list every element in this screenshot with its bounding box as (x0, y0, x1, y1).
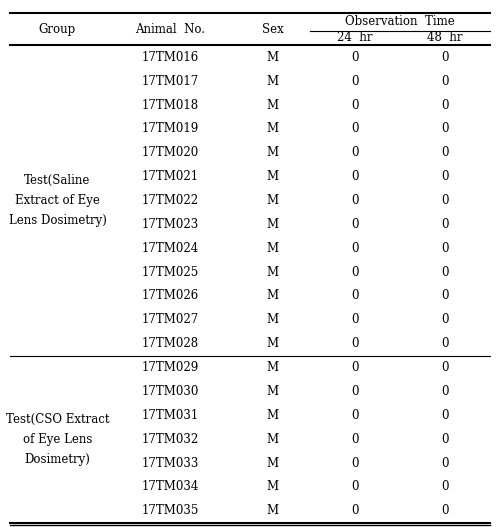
Text: Sex: Sex (262, 23, 283, 36)
Text: 0: 0 (442, 314, 449, 326)
Text: 17TM025: 17TM025 (142, 266, 199, 279)
Text: 0: 0 (351, 409, 359, 422)
Text: M: M (266, 266, 278, 279)
Text: 0: 0 (351, 99, 359, 112)
Text: 17TM021: 17TM021 (142, 170, 199, 183)
Text: 0: 0 (442, 266, 449, 279)
Text: 0: 0 (351, 385, 359, 398)
Text: 24  hr: 24 hr (337, 32, 373, 44)
Text: 0: 0 (351, 51, 359, 64)
Text: 0: 0 (442, 99, 449, 112)
Text: Group: Group (39, 23, 76, 36)
Text: 0: 0 (442, 433, 449, 446)
Text: M: M (266, 314, 278, 326)
Text: 0: 0 (351, 170, 359, 183)
Text: 0: 0 (442, 337, 449, 350)
Text: M: M (266, 504, 278, 518)
Text: 17TM034: 17TM034 (142, 481, 199, 493)
Text: 17TM023: 17TM023 (142, 218, 199, 231)
Text: 17TM018: 17TM018 (142, 99, 199, 112)
Text: 17TM019: 17TM019 (142, 122, 199, 135)
Text: M: M (266, 433, 278, 446)
Text: 0: 0 (351, 289, 359, 302)
Text: 0: 0 (442, 385, 449, 398)
Text: M: M (266, 170, 278, 183)
Text: M: M (266, 456, 278, 470)
Text: 17TM032: 17TM032 (142, 433, 199, 446)
Text: 17TM017: 17TM017 (142, 75, 199, 87)
Text: M: M (266, 99, 278, 112)
Text: 17TM029: 17TM029 (142, 361, 199, 374)
Text: 17TM035: 17TM035 (142, 504, 199, 518)
Text: Animal  No.: Animal No. (135, 23, 205, 36)
Text: 0: 0 (442, 194, 449, 207)
Text: 0: 0 (442, 504, 449, 518)
Text: 0: 0 (442, 361, 449, 374)
Text: M: M (266, 147, 278, 159)
Text: Test(CSO Extract
of Eye Lens
Dosimetry): Test(CSO Extract of Eye Lens Dosimetry) (6, 413, 109, 466)
Text: M: M (266, 242, 278, 255)
Text: 0: 0 (442, 456, 449, 470)
Text: 0: 0 (442, 242, 449, 255)
Text: M: M (266, 409, 278, 422)
Text: 17TM022: 17TM022 (142, 194, 199, 207)
Text: 17TM028: 17TM028 (142, 337, 199, 350)
Text: Observation  Time: Observation Time (345, 15, 455, 28)
Text: 0: 0 (351, 147, 359, 159)
Text: 0: 0 (442, 481, 449, 493)
Text: 0: 0 (351, 456, 359, 470)
Text: 0: 0 (351, 481, 359, 493)
Text: Test(Saline
Extract of Eye
Lens Dosimetry): Test(Saline Extract of Eye Lens Dosimetr… (8, 174, 106, 227)
Text: 0: 0 (351, 218, 359, 231)
Text: 0: 0 (351, 504, 359, 518)
Text: 17TM030: 17TM030 (142, 385, 199, 398)
Text: 0: 0 (351, 242, 359, 255)
Text: M: M (266, 194, 278, 207)
Text: 0: 0 (351, 122, 359, 135)
Text: M: M (266, 289, 278, 302)
Text: 0: 0 (442, 75, 449, 87)
Text: M: M (266, 75, 278, 87)
Text: 0: 0 (351, 433, 359, 446)
Text: 0: 0 (351, 266, 359, 279)
Text: 17TM033: 17TM033 (142, 456, 199, 470)
Text: 0: 0 (351, 314, 359, 326)
Text: M: M (266, 51, 278, 64)
Text: 0: 0 (351, 75, 359, 87)
Text: M: M (266, 385, 278, 398)
Text: 0: 0 (442, 218, 449, 231)
Text: 0: 0 (442, 51, 449, 64)
Text: 17TM027: 17TM027 (142, 314, 199, 326)
Text: 48  hr: 48 hr (427, 32, 463, 44)
Text: 0: 0 (442, 147, 449, 159)
Text: 17TM031: 17TM031 (142, 409, 199, 422)
Text: M: M (266, 361, 278, 374)
Text: 17TM024: 17TM024 (142, 242, 199, 255)
Text: 0: 0 (442, 122, 449, 135)
Text: 17TM020: 17TM020 (142, 147, 199, 159)
Text: 0: 0 (442, 170, 449, 183)
Text: M: M (266, 337, 278, 350)
Text: 0: 0 (351, 194, 359, 207)
Text: 0: 0 (351, 337, 359, 350)
Text: M: M (266, 481, 278, 493)
Text: 0: 0 (442, 409, 449, 422)
Text: 17TM026: 17TM026 (142, 289, 199, 302)
Text: 17TM016: 17TM016 (142, 51, 199, 64)
Text: M: M (266, 122, 278, 135)
Text: 0: 0 (442, 289, 449, 302)
Text: 0: 0 (351, 361, 359, 374)
Text: M: M (266, 218, 278, 231)
